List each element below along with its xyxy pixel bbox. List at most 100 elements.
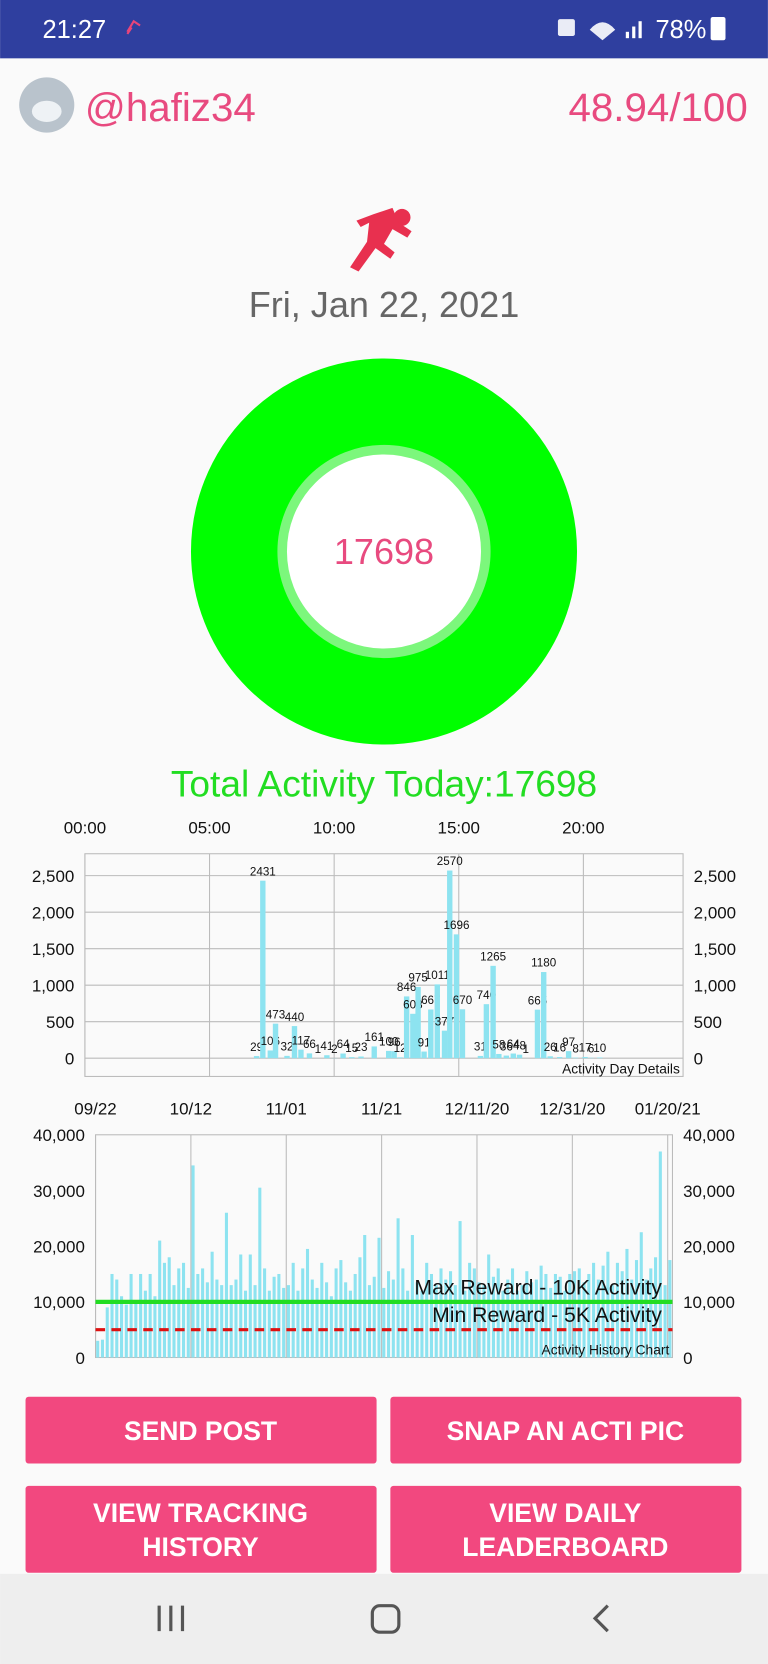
bar [592,1262,596,1358]
bar [447,870,453,1059]
bar [372,1276,376,1358]
x-tick-label: 11/21 [361,1100,402,1119]
date: Fri, Jan 22, 2021 [249,284,520,325]
nav-back[interactable] [592,1604,609,1633]
button-bg[interactable] [25,1485,377,1573]
button-bg[interactable] [390,1396,742,1464]
bar [468,1262,472,1358]
bar [277,1273,281,1358]
bar [315,1287,319,1358]
x-tick-label: 00:00 [64,819,106,838]
bar [110,1273,114,1358]
value-label: 31 [474,1041,487,1054]
bar [397,1057,403,1059]
bar [472,1268,476,1358]
value-label: 975 [408,972,427,985]
bar [459,1009,466,1059]
x-tick-label: 15:00 [438,819,480,838]
y2-tick-label: 2,500 [694,867,736,886]
bar [482,1285,486,1358]
button-label[interactable]: SNAP AN ACTI PIC [447,1416,685,1446]
value-label: 66 [303,1038,316,1051]
button-label[interactable]: SEND POST [124,1416,277,1446]
value-label: 10 [593,1042,606,1055]
bar [428,1009,434,1059]
bar [396,1218,400,1358]
bar [644,1279,648,1358]
value-label: 23 [355,1041,368,1054]
username[interactable]: @hafiz34 [85,85,256,130]
y2-tick-label: 500 [694,1013,722,1032]
bar [167,1257,171,1358]
bar [129,1273,133,1358]
bar [205,1282,209,1358]
bar [181,1262,186,1358]
y-tick-label: 0 [65,1050,74,1069]
bar [444,1279,448,1358]
bar [115,1279,119,1358]
bar [491,1276,495,1358]
button-label[interactable]: HISTORY [142,1532,259,1562]
status-icon [126,19,141,35]
bar [410,1235,414,1358]
bar [649,1268,653,1358]
nav-recent[interactable] [157,1605,185,1632]
value-label: 1180 [531,957,557,970]
value-label: 1696 [444,919,470,932]
bar [577,1268,581,1358]
button[interactable]: SEND POST [25,1396,377,1464]
bar [415,1282,419,1358]
bar [100,1339,105,1358]
button-bg[interactable] [25,1396,377,1464]
bar [515,1290,519,1358]
bar [453,934,460,1059]
bar [215,1279,219,1358]
bar [572,1057,579,1059]
value-label: 48 [513,1039,526,1052]
button-bg[interactable] [390,1485,742,1573]
bar [421,1051,427,1059]
nav-home[interactable] [370,1604,401,1634]
bar [510,1268,515,1358]
bar [105,1307,109,1358]
bar [191,1165,195,1358]
bar [340,1053,346,1059]
x-tick-label: 20:00 [562,819,604,838]
bar [363,1235,367,1358]
button-label[interactable]: VIEW TRACKING [93,1498,308,1528]
y2-tick-label: 0 [683,1349,692,1368]
avatar-detail [31,100,62,122]
bar [201,1268,205,1358]
bar [334,1268,338,1358]
value-label: 161 [365,1031,384,1044]
bar [306,1053,313,1059]
bar [477,1055,484,1059]
x-tick-label: 09/22 [74,1100,116,1119]
bar [272,1276,276,1358]
value-label: 97 [562,1036,575,1049]
y2-tick-label: 2,000 [694,904,736,923]
button[interactable]: VIEW DAILY LEADERBOARD [390,1485,742,1573]
bar [415,987,421,1059]
value-label: 1265 [480,951,506,964]
button[interactable]: VIEW TRACKING HISTORY [25,1485,377,1573]
bar [541,972,547,1059]
value-label: 17 [579,1042,592,1055]
y2-tick-label: 20,000 [683,1238,735,1257]
button-label[interactable]: LEADERBOARD [462,1532,668,1562]
bar [296,1290,300,1358]
y-tick-label: 0 [75,1349,84,1368]
bar [196,1273,200,1358]
bar [639,1232,643,1358]
bar [367,1285,372,1358]
bar [143,1290,147,1358]
button[interactable]: SNAP AN ACTI PIC [390,1396,742,1464]
bar [353,1273,357,1358]
button-label[interactable]: VIEW DAILY [489,1498,641,1528]
bar [96,1340,100,1358]
bar [158,1240,162,1358]
bar [387,1271,391,1358]
y2-tick-label: 40,000 [683,1126,735,1145]
x-tick-label: 10/12 [170,1100,212,1119]
x-tick-label: 12/31/20 [539,1100,605,1119]
